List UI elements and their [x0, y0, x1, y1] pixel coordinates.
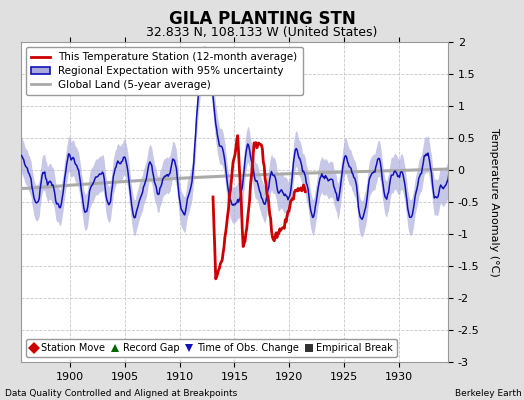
Legend: Station Move, Record Gap, Time of Obs. Change, Empirical Break: Station Move, Record Gap, Time of Obs. C… [26, 339, 397, 357]
Text: Data Quality Controlled and Aligned at Breakpoints: Data Quality Controlled and Aligned at B… [5, 389, 237, 398]
Y-axis label: Temperature Anomaly (°C): Temperature Anomaly (°C) [489, 128, 499, 276]
Text: Berkeley Earth: Berkeley Earth [455, 389, 521, 398]
Text: 32.833 N, 108.133 W (United States): 32.833 N, 108.133 W (United States) [146, 26, 378, 39]
Text: GILA PLANTING STN: GILA PLANTING STN [169, 10, 355, 28]
